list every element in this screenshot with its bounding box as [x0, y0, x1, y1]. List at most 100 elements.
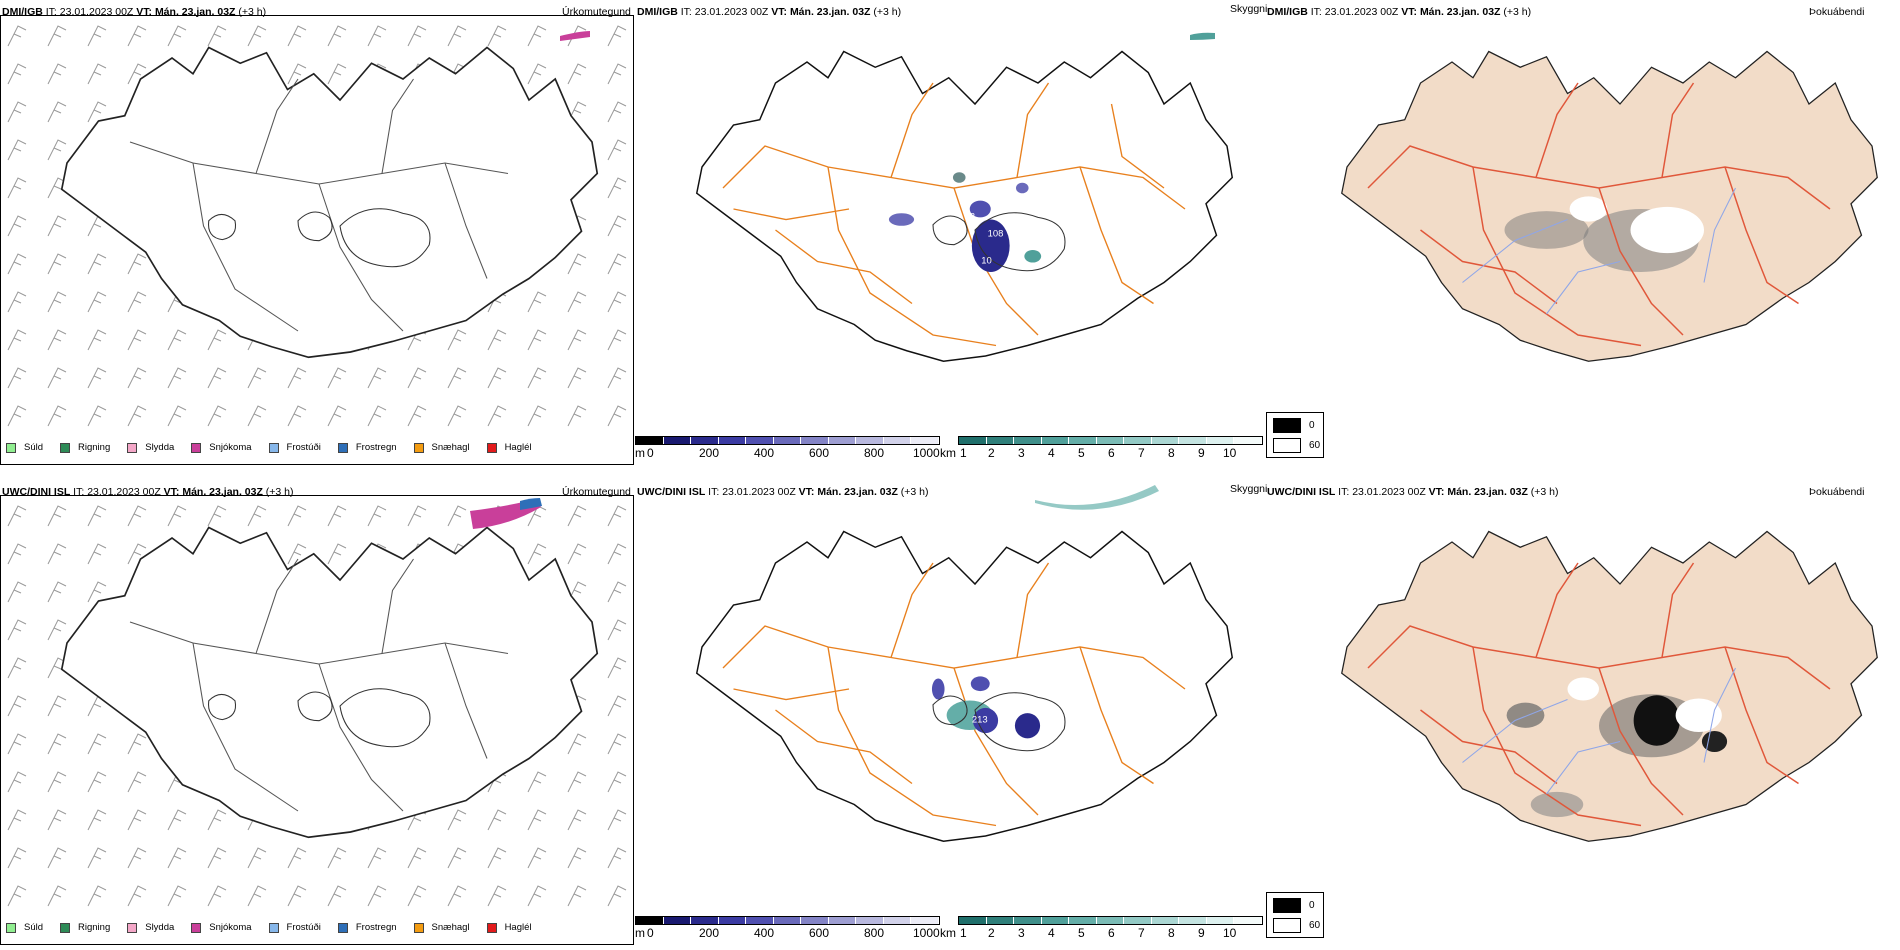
wind-barb	[607, 657, 627, 679]
wind-barb	[527, 543, 547, 565]
wind-barb	[567, 291, 587, 313]
wind-barb	[607, 25, 627, 47]
wind-barb	[167, 809, 187, 831]
wind-barb	[47, 847, 67, 869]
wind-barb	[527, 25, 547, 47]
legend-swatch-high	[1273, 898, 1301, 913]
wind-barb	[207, 405, 227, 427]
legend-item: Frostúði	[268, 442, 321, 453]
wind-barb	[567, 505, 587, 527]
wind-barb	[47, 581, 67, 603]
wind-barb	[327, 543, 347, 565]
wind-barb	[447, 505, 467, 527]
colorbar-cell	[1179, 917, 1207, 924]
wind-barb	[87, 809, 107, 831]
colorbar-cell	[801, 917, 829, 924]
wind-barb	[47, 505, 67, 527]
wind-barb	[327, 847, 347, 869]
wind-barb	[87, 63, 107, 85]
legend-item: Snjókoma	[191, 922, 252, 933]
wind-barb-map	[7, 25, 627, 427]
wind-barb	[127, 25, 147, 47]
wind-barb	[7, 581, 27, 603]
run-header: DMI/IGB IT: 23.01.2023 00Z VT: Mán. 23.j…	[1267, 6, 1532, 18]
wind-barb	[87, 291, 107, 313]
wind-barb	[47, 367, 67, 389]
wind-barb	[567, 733, 587, 755]
legend-swatch	[60, 442, 71, 453]
wind-barb	[7, 101, 27, 123]
wind-barb	[247, 367, 267, 389]
wind-barb	[447, 25, 467, 47]
wind-barb	[127, 291, 147, 313]
colorbar-cell	[1234, 917, 1263, 924]
wind-barb	[407, 405, 427, 427]
wind-barb	[7, 367, 27, 389]
wind-barb	[327, 405, 347, 427]
wind-barb	[287, 505, 307, 527]
wind-barb	[47, 291, 67, 313]
legend-item: Slydda	[127, 922, 174, 933]
wind-barb-map	[7, 498, 627, 907]
wind-barb	[407, 25, 427, 47]
colorbar-cell	[663, 917, 692, 924]
colorbar-cell	[856, 437, 884, 444]
wind-barb	[567, 63, 587, 85]
colorbar-cell	[959, 917, 987, 924]
wind-barb	[367, 847, 387, 869]
wind-barb	[47, 63, 67, 85]
road-network	[722, 82, 1186, 347]
colorbar-cell	[636, 437, 664, 444]
wind-barb	[7, 733, 27, 755]
wind-barb	[7, 657, 27, 679]
legend-item: Rigning	[60, 922, 110, 933]
wind-barb	[527, 329, 547, 351]
wind-barb	[7, 215, 27, 237]
wind-barb	[567, 885, 587, 907]
wind-barb	[127, 543, 147, 565]
wind-barb	[287, 367, 307, 389]
wind-barb	[7, 505, 27, 527]
legend-item: Frostúði	[268, 922, 321, 933]
wind-barb	[247, 505, 267, 527]
elevation-colorbar	[635, 436, 940, 445]
colorbar-cell	[1151, 917, 1180, 924]
wind-barb	[87, 771, 107, 793]
wind-barb	[167, 847, 187, 869]
wind-barb	[607, 253, 627, 275]
elevation-ticks: m 0 200 400 600 800 1000	[635, 926, 940, 940]
legend-item: Snæhagl	[413, 442, 470, 453]
wind-barb	[567, 543, 587, 565]
wind-barb	[527, 771, 547, 793]
elevation-label: 92	[965, 211, 976, 222]
fog-legend: 0 60	[1266, 412, 1324, 458]
colorbar-cell	[718, 437, 747, 444]
panel-title: Þokuábendi	[1809, 486, 1865, 498]
wind-barb	[47, 25, 67, 47]
wind-barb	[87, 253, 107, 275]
wind-barb	[207, 885, 227, 907]
wind-barb	[567, 367, 587, 389]
colorbar-cell	[1041, 437, 1070, 444]
wind-barb	[127, 885, 147, 907]
colorbar-cell	[1041, 917, 1070, 924]
wind-barb	[527, 885, 547, 907]
wind-barb	[87, 329, 107, 351]
wind-barb	[287, 885, 307, 907]
map-frame	[0, 15, 634, 465]
colorbar-cell	[911, 437, 940, 444]
colorbar-cell	[1124, 917, 1152, 924]
wind-barb	[47, 543, 67, 565]
precip-legend: Súld Rigning Slydda Snjókoma Frostúði Fr…	[6, 922, 549, 933]
wind-barb	[127, 63, 147, 85]
panel-title: Þokuábendi	[1809, 6, 1865, 18]
wind-barb	[127, 847, 147, 869]
wind-barb	[607, 581, 627, 603]
fog-field	[1504, 196, 1704, 272]
wind-barb	[127, 405, 147, 427]
elevation-label: 108	[988, 228, 1004, 239]
wind-barb	[367, 405, 387, 427]
wind-barb	[47, 695, 67, 717]
wind-barb	[607, 177, 627, 199]
wind-barb	[567, 405, 587, 427]
